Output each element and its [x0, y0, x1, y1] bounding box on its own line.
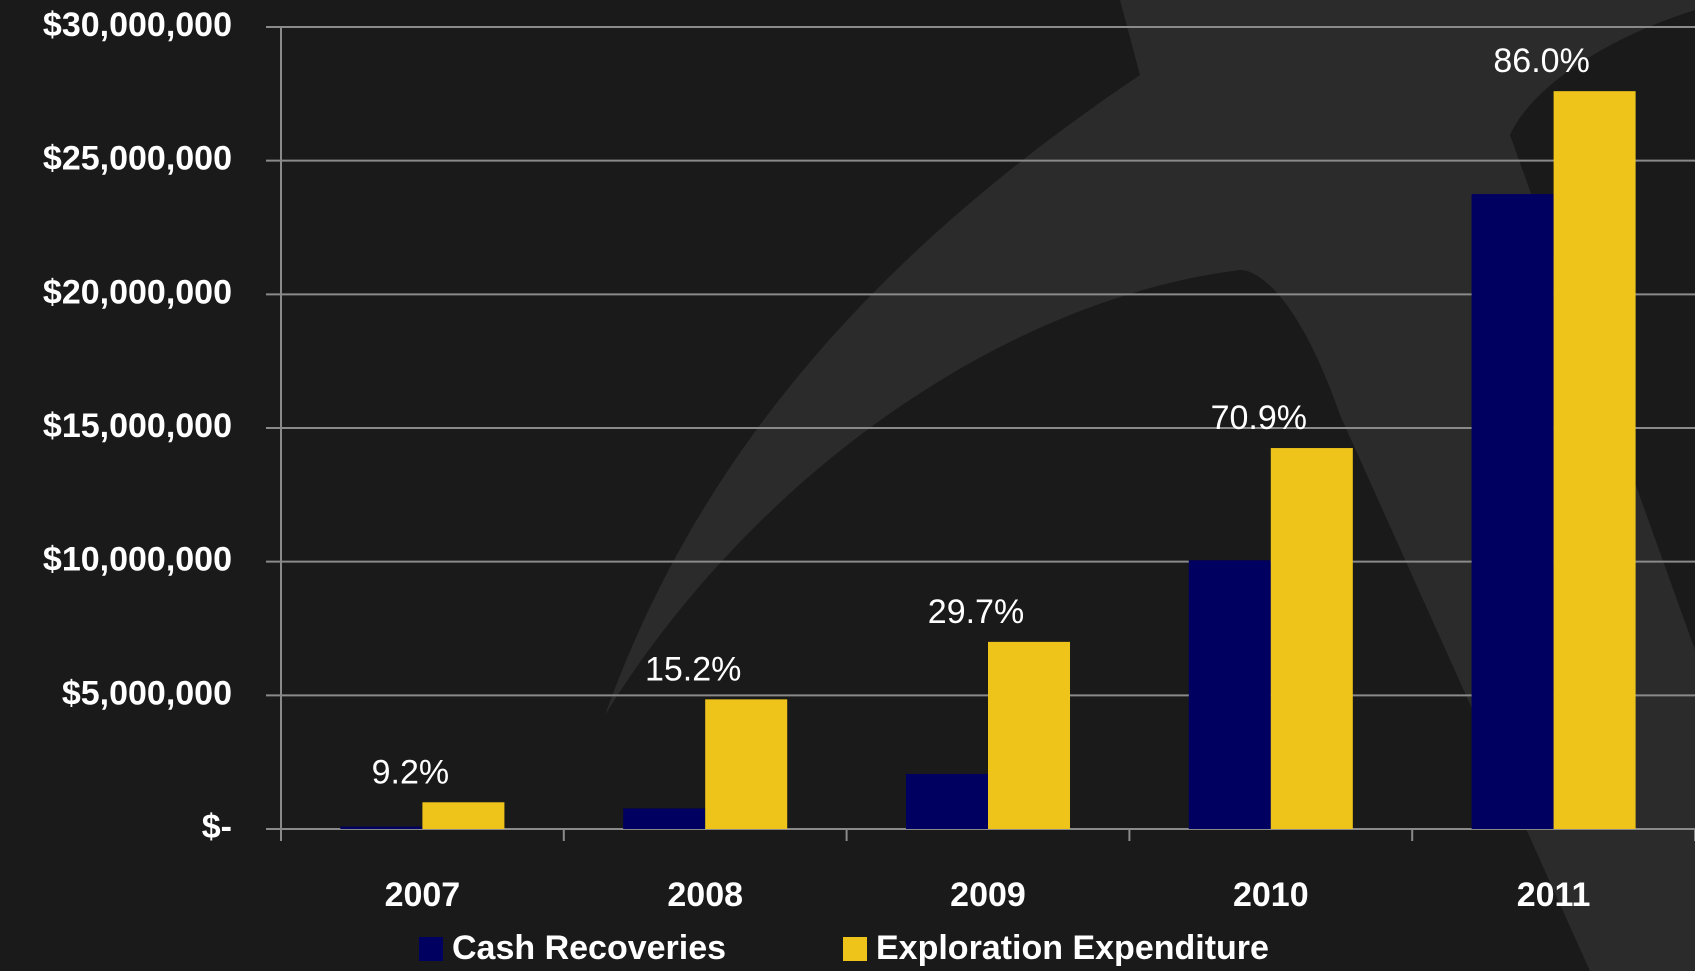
bar [1270, 448, 1353, 829]
y-tick-label: $20,000,000 [43, 273, 232, 311]
bar [705, 699, 788, 829]
bar [623, 808, 706, 829]
legend-swatch [419, 937, 443, 961]
y-tick-label: $- [202, 808, 232, 846]
legend-label: Cash Recoveries [452, 929, 726, 967]
y-tick-label: $10,000,000 [43, 541, 232, 579]
annotation: 86.0% [1493, 42, 1589, 80]
y-tick-label: $5,000,000 [62, 674, 232, 712]
x-tick-label: 2011 [1517, 876, 1591, 914]
annotation: 15.2% [645, 650, 741, 688]
background-swoosh [605, 0, 1695, 971]
x-tick-label: 2008 [667, 876, 743, 914]
bar [988, 641, 1071, 829]
x-tick-label: 2009 [950, 876, 1026, 914]
x-tick-label: 2010 [1233, 876, 1309, 914]
bar [1471, 194, 1554, 830]
bar [422, 802, 505, 829]
y-tick-label: $30,000,000 [43, 6, 232, 44]
bar [340, 826, 423, 829]
bar [1553, 91, 1636, 829]
y-tick-label: $25,000,000 [43, 140, 232, 178]
x-tick-label: 2007 [385, 876, 461, 914]
legend-label: Exploration Expenditure [876, 929, 1269, 967]
bar [1188, 560, 1271, 829]
annotation: 29.7% [928, 593, 1024, 631]
legend-swatch [843, 937, 867, 961]
annotation: 70.9% [1211, 399, 1307, 437]
y-tick-label: $15,000,000 [43, 407, 232, 445]
bar [905, 773, 988, 829]
annotation: 9.2% [372, 753, 450, 791]
